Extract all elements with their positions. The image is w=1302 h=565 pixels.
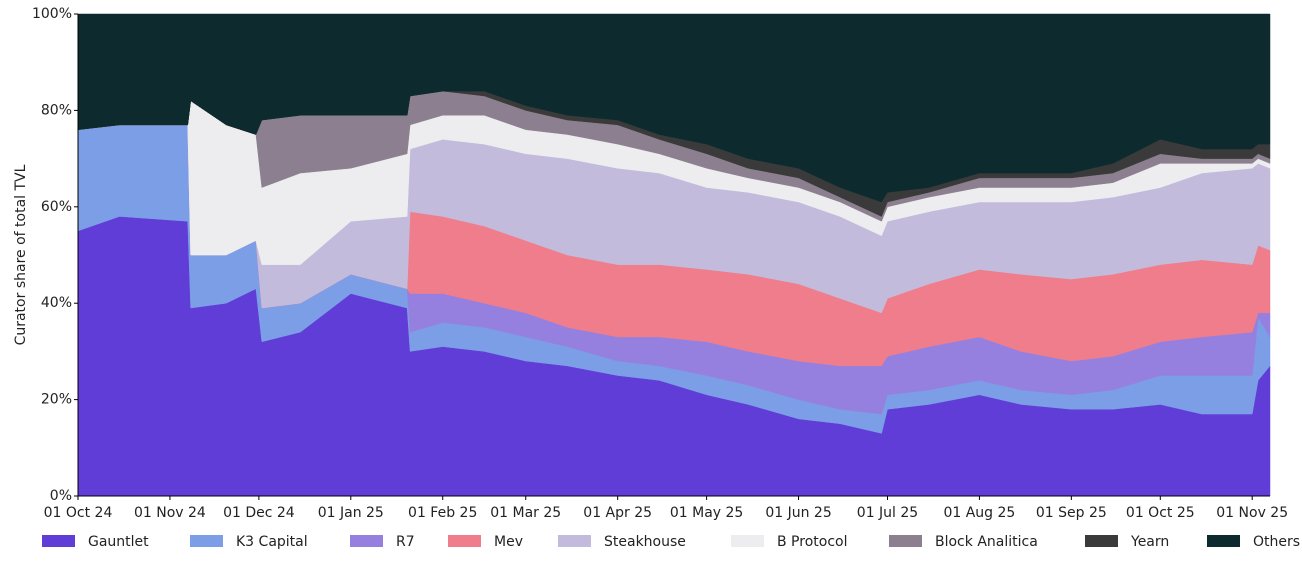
legend-label: B Protocol bbox=[777, 534, 847, 550]
y-tick-label: 100% bbox=[32, 6, 72, 22]
x-tick-label: 01 Jul 25 bbox=[857, 505, 918, 521]
x-tick-label: 01 Oct 25 bbox=[1126, 505, 1195, 521]
legend-swatch bbox=[1207, 535, 1240, 547]
legend-label: Gauntlet bbox=[88, 534, 149, 550]
legend-label: R7 bbox=[396, 534, 415, 550]
legend-item: B Protocol bbox=[731, 534, 847, 550]
legend-label: K3 Capital bbox=[236, 534, 308, 550]
x-tick-label: 01 Aug 25 bbox=[943, 505, 1015, 521]
x-tick-label: 01 Oct 24 bbox=[44, 505, 113, 521]
legend-label: Mev bbox=[494, 534, 523, 550]
legend-swatch bbox=[42, 535, 75, 547]
legend-item: Steakhouse bbox=[558, 534, 686, 550]
area bbox=[77, 13, 1271, 203]
legend-swatch bbox=[1085, 535, 1118, 547]
legend-label: Steakhouse bbox=[604, 534, 686, 550]
legend-item: Yearn bbox=[1085, 534, 1169, 550]
legend-label: Others bbox=[1253, 534, 1300, 550]
legend-swatch bbox=[350, 535, 383, 547]
y-tick-label: 0% bbox=[50, 488, 72, 504]
x-tick-label: 01 Apr 25 bbox=[583, 505, 652, 521]
legend-swatch bbox=[558, 535, 591, 547]
legend-label: Block Analitica bbox=[935, 534, 1038, 550]
x-tick-label: 01 Mar 25 bbox=[490, 505, 561, 521]
legend-swatch bbox=[190, 535, 223, 547]
legend-item: Gauntlet bbox=[42, 534, 149, 550]
x-tick-label: 01 Jun 25 bbox=[765, 505, 831, 521]
legend-label: Yearn bbox=[1130, 534, 1169, 550]
y-tick-label: 20% bbox=[41, 392, 72, 408]
x-tick-label: 01 Nov 25 bbox=[1216, 505, 1288, 521]
x-tick-label: 01 Nov 24 bbox=[134, 505, 206, 521]
legend-item: Others bbox=[1207, 534, 1300, 550]
legend-swatch bbox=[731, 535, 764, 547]
legend-item: K3 Capital bbox=[190, 534, 308, 550]
x-tick-label: 01 Dec 24 bbox=[223, 505, 295, 521]
legend-item: R7 bbox=[350, 534, 415, 550]
legend-item: Mev bbox=[448, 534, 523, 550]
y-tick-label: 80% bbox=[41, 102, 72, 118]
legend-item: Block Analitica bbox=[889, 534, 1038, 550]
x-tick-label: 01 Feb 25 bbox=[408, 505, 477, 521]
y-tick-label: 60% bbox=[41, 199, 72, 215]
legend-swatch bbox=[448, 535, 481, 547]
legend-swatch bbox=[889, 535, 922, 547]
y-axis-label: Curator share of total TVL bbox=[13, 164, 29, 345]
y-tick-label: 40% bbox=[41, 295, 72, 311]
x-tick-label: 01 Jan 25 bbox=[318, 505, 384, 521]
x-tick-label: 01 Sep 25 bbox=[1036, 505, 1107, 521]
x-tick-label: 01 May 25 bbox=[670, 505, 743, 521]
